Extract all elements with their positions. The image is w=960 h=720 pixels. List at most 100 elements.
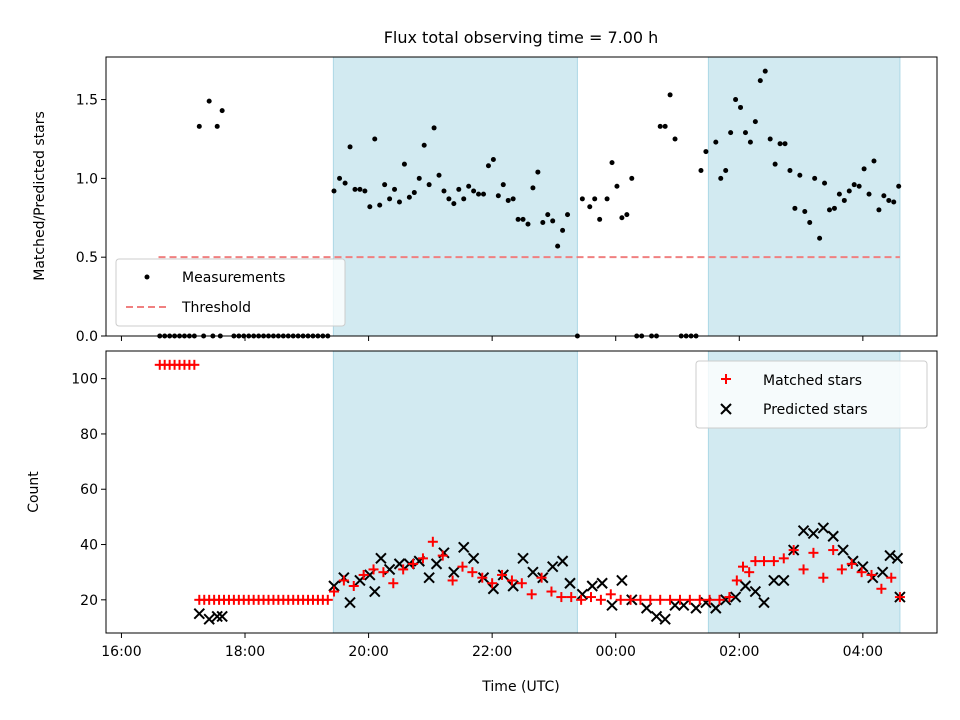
measurement-point [866, 191, 872, 197]
matched-star-point [566, 592, 577, 603]
measurement-point [752, 119, 758, 125]
x-tick-label: 16:00 [101, 644, 141, 660]
bottom-y-axis-label: Count [26, 471, 42, 513]
predicted-star-point [884, 549, 896, 562]
measurement-point [342, 180, 348, 186]
measurement-point [881, 193, 887, 199]
x-axis-label: Time (UTC) [481, 679, 559, 695]
predicted-star-point [556, 555, 569, 567]
measurement-point [856, 183, 862, 189]
matched-star-point [358, 569, 369, 580]
measurement-point [515, 216, 521, 222]
matched-star-point [798, 564, 809, 575]
measurement-point [728, 130, 734, 136]
predicted-star-point [758, 596, 770, 609]
top-panel: 0.0 0.5 1.0 1.5 Matched/Predicted stars Mea… [32, 56, 938, 345]
matched-star-point [378, 567, 389, 578]
matched-star-point [447, 575, 458, 586]
measurement-point [331, 188, 337, 194]
measurement-point [387, 196, 393, 202]
measurement-point [451, 201, 457, 207]
measurement-point [560, 227, 566, 233]
predicted-star-point [837, 544, 849, 556]
bottom-x-ticks: 16:00 18:00 20:00 22:00 00:00 02:00 04:00 [101, 633, 883, 660]
matched-star-point [674, 594, 685, 605]
matched-star-point [457, 561, 468, 572]
measurement-point [782, 141, 788, 147]
measurement-point [738, 104, 744, 110]
predicted-star-point [216, 610, 228, 623]
matched-star-point [724, 592, 735, 603]
predicted-star-point [507, 580, 519, 592]
bottom-y-ticks: 20 40 60 80 100 [71, 372, 106, 609]
y-tick-label: 0.0 [76, 329, 98, 345]
y-tick-label: 80 [80, 427, 98, 443]
measurement-point [891, 199, 897, 205]
y-tick-label: 1.0 [76, 171, 98, 187]
predicted-star-point [467, 552, 480, 565]
measurement-point [723, 167, 729, 173]
measurement-point [421, 142, 427, 148]
y-tick-label: 20 [80, 593, 98, 609]
legend-measurements-label: Measurements [182, 270, 285, 286]
legend-threshold-label: Threshold [181, 300, 251, 316]
predicted-star-point [616, 574, 628, 587]
predicted-star-point [797, 524, 810, 537]
predicted-star-point [517, 552, 529, 565]
predicted-star-point [458, 541, 470, 554]
measurement-point [337, 175, 343, 181]
measurement-point [416, 175, 422, 181]
measurement-point [609, 160, 615, 166]
measurement-point [822, 180, 828, 186]
bottom-legend: Matched stars Predicted stars [695, 360, 928, 429]
matched-star-point [595, 594, 606, 605]
x-tick-label: 02:00 [719, 644, 759, 660]
measurement-point [367, 204, 373, 210]
measurement-point [436, 172, 442, 178]
matched-star-point [368, 564, 379, 575]
measurement-point [565, 212, 571, 218]
measurement-point [372, 136, 378, 142]
measurement-point [846, 188, 852, 194]
measurement-point [836, 191, 842, 197]
predicted-star-point [527, 566, 539, 578]
measurement-point [667, 92, 673, 98]
predicted-star-point [487, 583, 500, 595]
measurement-point [392, 186, 398, 192]
matched-star-point [886, 572, 897, 583]
measurement-point [896, 183, 902, 189]
measurement-point [772, 161, 778, 167]
measurement-point [377, 202, 383, 208]
predicted-star-point [817, 522, 830, 534]
measurement-point [812, 175, 818, 181]
matched-star-point [704, 594, 715, 605]
measurement-point [461, 196, 467, 202]
matched-star-point [388, 578, 399, 589]
predicted-star-point [768, 574, 780, 587]
measurement-point [525, 221, 531, 227]
y-tick-label: 40 [80, 538, 98, 554]
matched-star-point [605, 589, 616, 600]
measurement-point [510, 196, 516, 202]
legend-measurements-marker [144, 274, 150, 280]
matched-star-point [750, 556, 761, 567]
predicted-star-point [564, 577, 576, 589]
measurement-point [624, 212, 630, 218]
top-legend-box [115, 258, 346, 327]
bottom-legend-box [695, 360, 928, 429]
matched-star-point [828, 545, 839, 556]
matched-star-point [506, 575, 517, 586]
matched-star-point [338, 575, 349, 586]
legend-predicted-marker [720, 403, 732, 415]
top-y-axis-label: Matched/Predicted stars [32, 111, 48, 281]
legend-predicted-label: Predicted stars [763, 402, 868, 418]
measurement-point [476, 191, 482, 197]
matched-star-point [876, 583, 887, 594]
measurement-point [500, 182, 506, 188]
measurement-point [757, 78, 763, 84]
matched-star-point [856, 567, 867, 578]
matched-star-point [846, 558, 857, 569]
matched-star-point [645, 594, 656, 605]
observing-window-band [332, 350, 578, 634]
matched-star-point [665, 594, 676, 605]
